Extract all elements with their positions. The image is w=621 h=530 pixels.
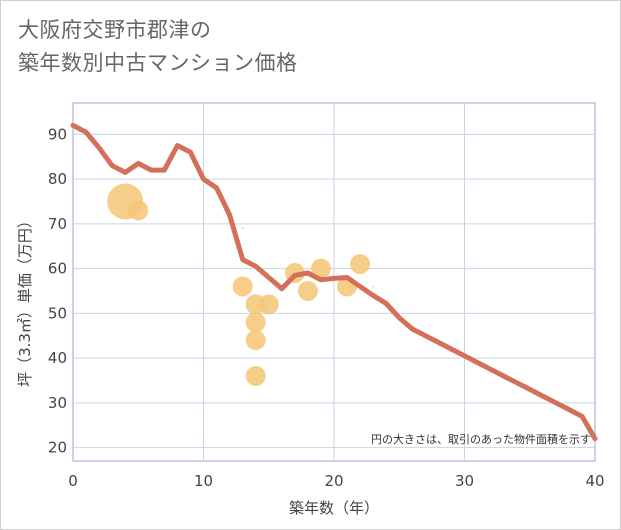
data-bubble xyxy=(372,285,375,288)
data-bubble xyxy=(350,254,371,275)
x-tick-label: 30 xyxy=(455,472,474,490)
data-bubble xyxy=(245,312,266,333)
price-trend-line xyxy=(70,122,598,442)
data-bubble xyxy=(258,294,279,315)
data-bubble xyxy=(241,227,244,230)
x-tick-labels: 0 10 20 30 40 xyxy=(68,472,604,490)
data-bubble xyxy=(297,280,318,301)
y-tick-label: 30 xyxy=(48,394,67,412)
y-tick-label: 80 xyxy=(48,170,67,188)
data-bubble xyxy=(232,276,253,297)
y-axis-label: 坪（3.3㎡）単価（万円） xyxy=(16,213,34,387)
y-tick-label: 50 xyxy=(48,304,67,322)
title-line-2: 築年数別中古マンション価格 xyxy=(18,51,298,75)
x-axis-label: 築年数（年） xyxy=(289,499,379,517)
y-tick-label: 40 xyxy=(48,349,67,367)
data-bubble xyxy=(310,258,331,279)
bubble-size-note: 円の大きさは、取引のあった物件面積を示す xyxy=(371,432,591,446)
chart-title: 大阪府交野市郡津の 築年数別中古マンション価格 xyxy=(18,14,298,80)
grid xyxy=(73,103,595,461)
y-tick-label: 90 xyxy=(48,125,67,143)
data-bubble xyxy=(245,365,266,386)
x-tick-label: 0 xyxy=(68,472,78,490)
title-line-1: 大阪府交野市郡津の xyxy=(18,18,212,42)
x-tick-label: 20 xyxy=(324,472,343,490)
y-tick-labels: 20 30 40 50 60 70 80 90 xyxy=(48,125,67,456)
data-bubble xyxy=(245,330,266,351)
x-tick-label: 10 xyxy=(194,472,213,490)
x-tick-label: 40 xyxy=(585,472,604,490)
y-tick-label: 70 xyxy=(48,215,67,233)
data-bubble xyxy=(128,200,149,221)
y-tick-label: 20 xyxy=(48,439,67,457)
y-tick-label: 60 xyxy=(48,260,67,278)
